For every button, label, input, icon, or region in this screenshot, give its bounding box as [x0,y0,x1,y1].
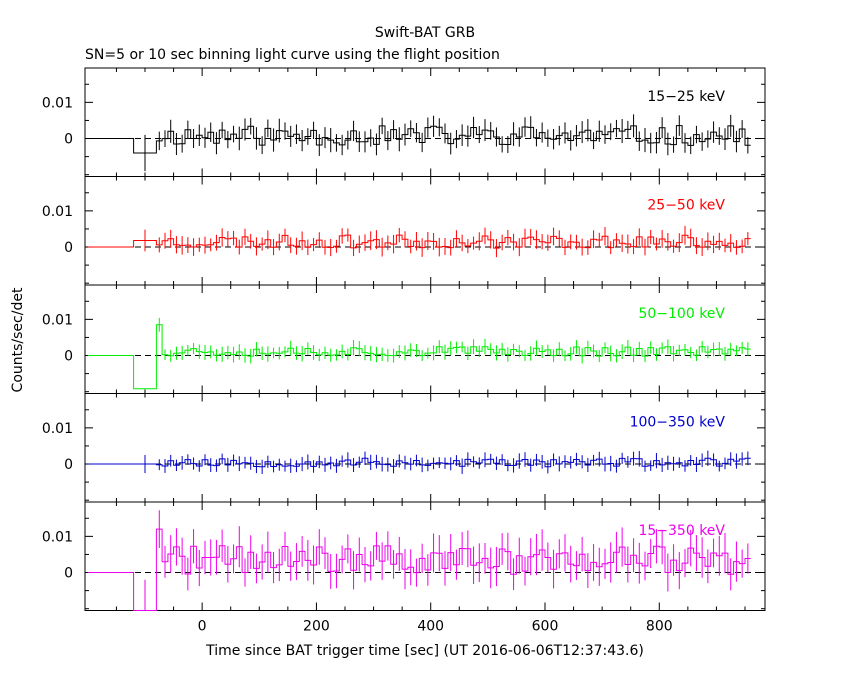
y-tick-label: 0.01 [42,204,73,220]
y-tick-label: 0.01 [42,95,73,111]
light-curve-series [87,125,751,154]
y-axis-label: Counts/sec/det [10,287,26,392]
x-tick-label: 400 [417,619,444,635]
chart-title: Swift-BAT GRB [375,25,475,41]
panel-frame [84,176,766,286]
band-label: 100−350 keV [630,415,726,431]
y-tick-label: 0.01 [42,529,73,545]
panel-frame [84,501,766,611]
y-tick-label: 0.01 [42,421,73,437]
y-tick-label: 0 [64,566,73,582]
band-label: 25−50 keV [647,198,725,214]
light-curve-series [87,234,751,249]
x-tick-label: 600 [532,619,559,635]
x-axis-label: Time since BAT trigger time [sec] (UT 20… [205,643,644,659]
panel-frame [84,393,766,503]
chart-subtitle: SN=5 or 10 sec binning light curve using… [85,47,500,63]
y-tick-label: 0 [64,457,73,473]
panel-3: 0 0.01 50−100 keV [42,284,766,394]
light-curve-series [87,528,751,611]
band-label: 50−100 keV [638,306,725,322]
y-tick-label: 0 [64,132,73,148]
panel-2: 0 0.01 25−50 keV [42,176,766,286]
y-tick-label: 0.01 [42,312,73,328]
band-label: 15−25 keV [647,89,725,105]
x-tick-label: 800 [646,619,673,635]
y-tick-label: 0 [64,349,73,365]
panel-frame [84,67,766,177]
x-tick-label: 200 [303,619,330,635]
panel-frame [84,284,766,394]
panel-5: 0 0.01 15−350 keV 0 200 400 600 800 [42,501,766,635]
panel-4: 0 0.01 100−350 keV [42,393,766,503]
x-tick-label: 0 [198,619,207,635]
light-curve-series [87,324,751,390]
panel-1: 0 0.01 15−25 keV [42,67,766,177]
band-label: 15−350 keV [638,523,725,539]
light-curve-series [87,457,751,468]
panels-group: 0 0.01 15−25 keV 0 0.01 25−50 keV 0 0.01 50−100 … [42,67,766,635]
y-tick-label: 0 [64,240,73,256]
